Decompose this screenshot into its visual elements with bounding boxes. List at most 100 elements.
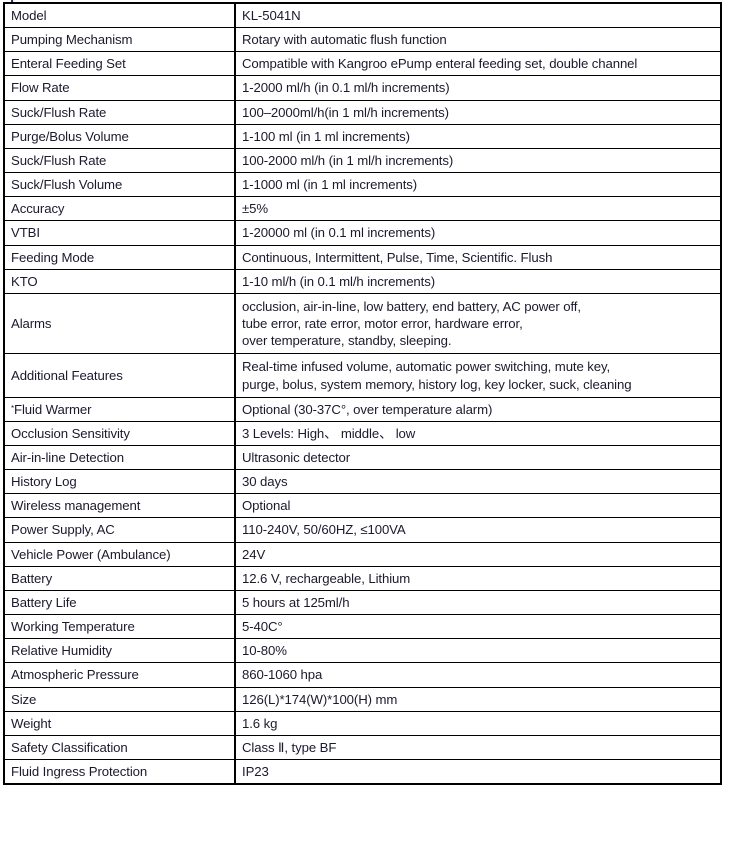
spec-label-text: Weight — [11, 715, 52, 731]
spec-label-text: VTBI — [11, 225, 40, 241]
spec-value-cell: IP23 — [234, 759, 722, 785]
spec-label-text: Air-in-line Detection — [11, 449, 124, 465]
spec-label-text: Battery — [11, 570, 53, 586]
table-row: VTBI 1-20000 ml (in 0.1 ml increments) — [3, 220, 722, 246]
spec-label-text: Suck/Flush Rate — [11, 104, 107, 120]
spec-label-cell: Safety Classification — [3, 734, 236, 761]
spec-label-text: Enteral Feeding Set — [11, 56, 126, 72]
spec-value-cell: Optional (30-37C°, over temperature alar… — [234, 396, 722, 422]
spec-label-cell: Flow Rate — [3, 75, 236, 101]
spec-value-cell: Real-time infused volume, automatic powe… — [234, 353, 722, 398]
table-row: Battery 12.6 V, rechargeable, Lithium — [3, 565, 722, 591]
table-row: Relative Humidity 10-80% — [3, 638, 722, 664]
spec-value-cell: occlusion, air-in-line, low battery, end… — [234, 292, 722, 355]
table-row: Purge/Bolus Volume 1-100 ml (in 1 ml incr… — [3, 123, 722, 149]
spec-label-cell: Power Supply, AC — [3, 517, 236, 543]
spec-value-cell: 1.6 kg — [234, 710, 722, 736]
table-row: Working Temperature 5-40C° — [3, 614, 722, 640]
spec-label-cell: Battery Life — [3, 589, 236, 616]
spec-value-cell: 30 days — [234, 469, 722, 495]
clipped-heading-fragment: Specification — [0, 0, 240, 3]
spec-label-text: Purge/Bolus Volume — [11, 128, 129, 144]
table-row: Wireless management Optional — [3, 493, 722, 519]
table-row: Enteral Feeding Set Compatible with Kangr… — [3, 51, 722, 77]
table-row: Occlusion Sensitivity 3 Levels: High、 mid… — [3, 420, 722, 446]
spec-label-text: Suck/Flush Rate — [11, 152, 107, 168]
spec-value-cell: 5 hours at 125ml/h — [234, 589, 722, 616]
table-row: Vehicle Power (Ambulance) 24V — [3, 541, 722, 567]
spec-label-cell: Weight — [3, 710, 236, 736]
table-row: Atmospheric Pressure 860-1060 hpa — [3, 662, 722, 688]
spec-label-text: Accuracy — [11, 201, 65, 217]
table-row: *Fluid Warmer Optional (30-37C°, over tem… — [3, 396, 722, 422]
specification-table-body: Model KL-5041N Pumping Mechanism Rotary wit… — [3, 2, 722, 785]
spec-label-cell: Occlusion Sensitivity — [3, 420, 236, 446]
table-row: Accuracy ±5% — [3, 196, 722, 222]
spec-label-text: Suck/Flush Volume — [11, 177, 123, 193]
spec-label-cell: Alarms — [3, 292, 236, 355]
spec-label-cell: Atmospheric Pressure — [3, 662, 236, 688]
table-row: Feeding Mode Continuous, Intermittent, Pu… — [3, 244, 722, 270]
table-row: Model KL-5041N — [3, 2, 722, 29]
spec-label-text: History Log — [11, 474, 77, 490]
spec-value-cell: 10-80% — [234, 638, 722, 664]
table-row: Weight 1.6 kg — [3, 710, 722, 736]
spec-label-cell: History Log — [3, 469, 236, 495]
table-row: Size 126(L)*174(W)*100(H) mm — [3, 686, 722, 712]
spec-label-text: KTO — [11, 273, 38, 289]
spec-value-cell: 126(L)*174(W)*100(H) mm — [234, 686, 722, 712]
spec-label-text: Feeding Mode — [11, 249, 95, 265]
spec-label-cell: Size — [3, 686, 236, 712]
spec-label-cell: Working Temperature — [3, 614, 236, 640]
spec-value-cell: Ultrasonic detector — [234, 444, 722, 471]
spec-label-cell: Pumping Mechanism — [3, 27, 236, 53]
spec-label-text: Fluid Ingress Protection — [11, 764, 148, 779]
spec-label-text: Power Supply, AC — [11, 522, 115, 538]
spec-label-cell: Accuracy — [3, 196, 236, 222]
spec-label-cell: Suck/Flush Volume — [3, 172, 236, 198]
spec-label-text: Wireless management — [11, 498, 141, 514]
table-row: Power Supply, AC 110-240V, 50/60HZ, ≤100V… — [3, 517, 722, 543]
spec-value-cell: 1-1000 ml (in 1 ml increments) — [234, 172, 722, 198]
spec-value-cell: 24V — [234, 541, 722, 567]
spec-value-cell: 860-1060 hpa — [234, 662, 722, 688]
spec-label-cell: Model — [3, 2, 236, 29]
spec-label-text: Safety Classification — [11, 739, 128, 755]
spec-value-cell: ±5% — [234, 196, 722, 222]
table-row: Fluid Ingress Protection IP23 — [3, 759, 722, 785]
spec-label-cell: Suck/Flush Rate — [3, 147, 236, 174]
table-row: Safety Classification Class Ⅱ, type BF — [3, 734, 722, 761]
spec-label-cell: Relative Humidity — [3, 638, 236, 664]
table-row: Air-in-line Detection Ultrasonic detector — [3, 444, 722, 471]
spec-value-cell: Rotary with automatic flush function — [234, 27, 722, 53]
specification-table: Model KL-5041N Pumping Mechanism Rotary wit… — [3, 2, 722, 786]
spec-value-cell: 100-2000 ml/h (in 1 ml/h increments) — [234, 147, 722, 174]
spec-label-cell: KTO — [3, 268, 236, 294]
table-row: History Log 30 days — [3, 469, 722, 495]
asterisk-icon: * — [11, 403, 15, 413]
spec-label-text: Size — [11, 691, 37, 707]
spec-label-text: Occlusion Sensitivity — [11, 425, 130, 441]
spec-value-cell: 110-240V, 50/60HZ, ≤100VA — [234, 517, 722, 543]
spec-label-text: Model — [11, 8, 47, 23]
spec-label-text: Pumping Mechanism — [11, 32, 133, 48]
spec-value-cell: 1-100 ml (in 1 ml increments) — [234, 123, 722, 149]
spec-label-text: Additional Features — [11, 367, 123, 383]
spec-label-text: Atmospheric Pressure — [11, 667, 139, 683]
table-row: Suck/Flush Rate 100-2000 ml/h (in 1 ml/h … — [3, 147, 722, 174]
spec-value-cell: 5-40C° — [234, 614, 722, 640]
spec-value-cell: KL-5041N — [234, 2, 722, 29]
table-row: Additional Features Real-time infused vol… — [3, 353, 722, 398]
spec-value-cell: Continuous, Intermittent, Pulse, Time, S… — [234, 244, 722, 270]
table-row: Suck/Flush Rate 100–2000ml/h(in 1 ml/h in… — [3, 99, 722, 125]
spec-label-text: Working Temperature — [11, 619, 135, 635]
spec-label-text: Battery Life — [11, 594, 77, 610]
spec-label-cell: Enteral Feeding Set — [3, 51, 236, 77]
spec-label-cell: Suck/Flush Rate — [3, 99, 236, 125]
spec-value-cell: 3 Levels: High、 middle、 low — [234, 420, 722, 446]
table-row: Flow Rate 1-2000 ml/h (in 0.1 ml/h increm… — [3, 75, 722, 101]
spec-label-cell: VTBI — [3, 220, 236, 246]
spec-label-text: Fluid Warmer — [14, 401, 92, 417]
spec-label-text: Vehicle Power (Ambulance) — [11, 546, 171, 562]
